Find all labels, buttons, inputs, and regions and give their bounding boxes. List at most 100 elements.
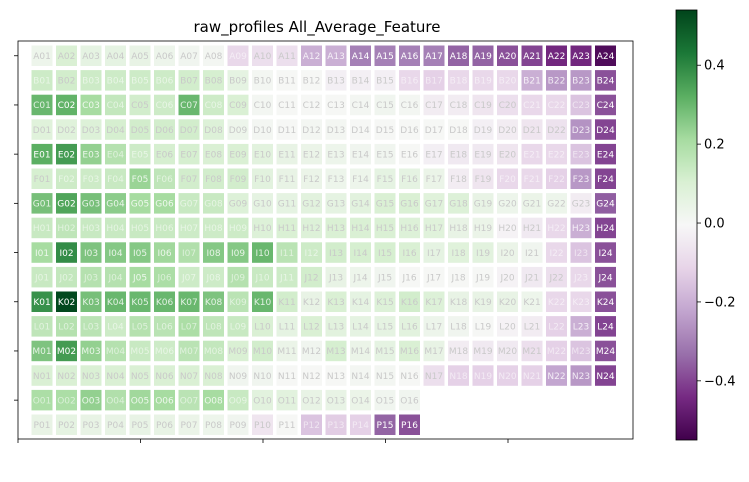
- well-label: F02: [58, 175, 75, 185]
- well-label: L23: [573, 323, 589, 333]
- heatmap-cell: [350, 340, 371, 362]
- heatmap-cell: [423, 217, 445, 239]
- well-label: M14: [351, 347, 370, 357]
- heatmap-cell: [570, 365, 592, 386]
- well-label: C09: [229, 101, 247, 111]
- well-label: K18: [450, 298, 468, 308]
- heatmap-cell: [105, 365, 126, 386]
- heatmap-cell: [154, 94, 175, 116]
- well-label: G05: [131, 200, 149, 210]
- well-label: D02: [57, 126, 75, 136]
- heatmap-cell: [570, 45, 592, 66]
- well-label: L21: [524, 323, 540, 333]
- well-label: N05: [131, 372, 149, 382]
- well-label: L22: [548, 323, 564, 333]
- heatmap-cell: [31, 94, 53, 116]
- well-label: J04: [107, 273, 122, 283]
- heatmap-cell: [105, 389, 126, 411]
- well-label: G16: [400, 200, 419, 210]
- well-label: A14: [352, 52, 370, 62]
- well-label: J03: [83, 273, 98, 283]
- heatmap-cell: [276, 291, 298, 312]
- heatmap-cell: [448, 340, 469, 362]
- heatmap-cell: [31, 414, 53, 435]
- well-label: L02: [58, 323, 74, 333]
- well-label: J19: [475, 273, 490, 283]
- heatmap-cell: [178, 414, 200, 435]
- heatmap-cell: [472, 193, 494, 214]
- heatmap-cell: [595, 168, 616, 189]
- well-label: D04: [106, 126, 125, 136]
- well-label: B04: [107, 77, 125, 87]
- heatmap-cell: [80, 340, 102, 362]
- heatmap-cell: [203, 316, 224, 337]
- heatmap-cell: [497, 119, 518, 140]
- well-label: B01: [33, 77, 51, 87]
- well-label: E17: [425, 150, 442, 160]
- heatmap-cell: [203, 143, 224, 165]
- heatmap-cell: [252, 94, 273, 116]
- well-label: K01: [33, 298, 50, 308]
- heatmap-cell: [595, 266, 616, 288]
- well-label: P16: [401, 421, 418, 431]
- well-label: F08: [205, 175, 222, 185]
- well-label: J21: [524, 273, 539, 283]
- well-label: J24: [597, 273, 612, 283]
- heatmap-cell: [56, 291, 77, 312]
- well-label: O02: [57, 396, 76, 406]
- heatmap-cell: [521, 168, 543, 189]
- heatmap-cell: [203, 266, 224, 288]
- heatmap-cell: [423, 193, 445, 214]
- heatmap-cell: [227, 291, 249, 312]
- heatmap-cell: [56, 389, 77, 411]
- heatmap-cell: [448, 70, 469, 91]
- well-label: B19: [474, 77, 492, 87]
- heatmap-cell: [570, 143, 592, 165]
- well-label: D20: [498, 126, 517, 136]
- heatmap-cell: [374, 242, 396, 263]
- well-label: D05: [131, 126, 149, 136]
- well-label: E24: [597, 150, 614, 160]
- well-label: J13: [328, 273, 343, 283]
- heatmap-cell: [497, 316, 518, 337]
- heatmap-cell: [105, 143, 126, 165]
- heatmap-cell: [301, 94, 322, 116]
- heatmap-cell: [154, 217, 175, 239]
- well-label: N12: [302, 372, 320, 382]
- well-label: F01: [34, 175, 51, 185]
- well-label: L01: [34, 323, 50, 333]
- well-label: D13: [327, 126, 345, 136]
- heatmap-cell: [399, 45, 420, 66]
- heatmap-cell: [374, 316, 396, 337]
- well-label: O14: [351, 396, 370, 406]
- well-label: A18: [450, 52, 468, 62]
- well-label: K13: [327, 298, 344, 308]
- well-label: C13: [327, 101, 345, 111]
- heatmap-cell: [301, 316, 322, 337]
- heatmap-cell: [350, 365, 371, 386]
- heatmap-cell: [423, 266, 445, 288]
- well-label: A11: [278, 52, 296, 62]
- well-label: J12: [303, 273, 318, 283]
- heatmap-cell: [252, 266, 273, 288]
- heatmap-cell: [546, 365, 567, 386]
- well-label: B15: [376, 77, 394, 87]
- well-label: J02: [58, 273, 73, 283]
- well-label: O03: [82, 396, 101, 406]
- heatmap-cell: [350, 242, 371, 263]
- well-label: N07: [180, 372, 198, 382]
- well-label: D03: [82, 126, 100, 136]
- well-label: B14: [352, 77, 370, 87]
- well-label: M02: [57, 347, 76, 357]
- well-label: H21: [523, 224, 541, 234]
- well-label: L10: [254, 323, 271, 333]
- heatmap-cell: [423, 291, 445, 312]
- heatmap-cell: [595, 45, 616, 66]
- well-label: F20: [499, 175, 516, 185]
- heatmap-cell: [105, 266, 126, 288]
- heatmap-cell: [595, 143, 616, 165]
- well-label: B18: [450, 77, 468, 87]
- heatmap-cell: [129, 365, 151, 386]
- well-label: A04: [107, 52, 125, 62]
- heatmap-cell: [31, 45, 53, 66]
